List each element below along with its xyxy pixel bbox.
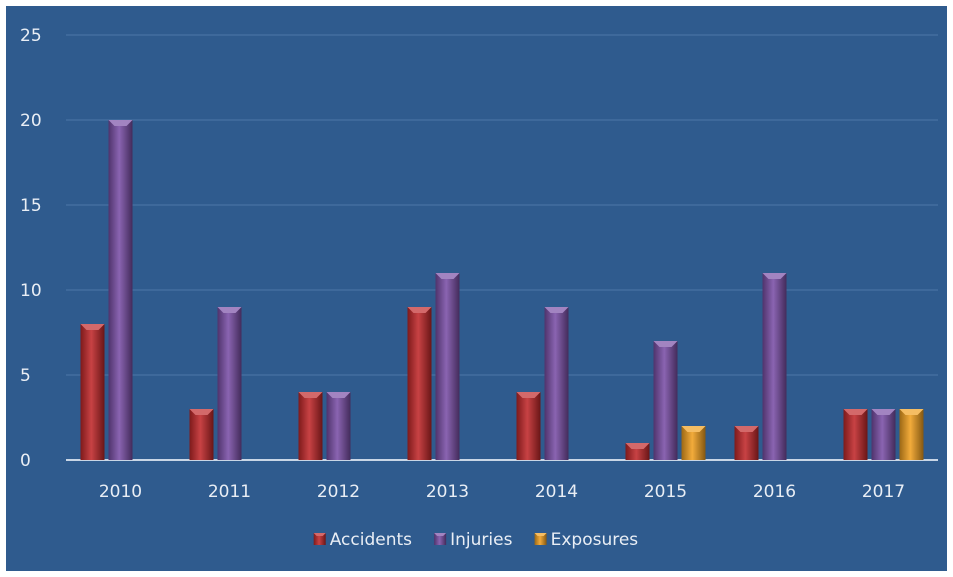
bar-top-cap (843, 409, 868, 415)
bar-body (298, 392, 323, 460)
bar-injuries-2010 (108, 120, 133, 460)
x-tick-label: 2017 (862, 482, 905, 502)
bar-top-cap (189, 409, 214, 415)
bar-body (407, 307, 432, 460)
bar-injuries-2011 (217, 307, 242, 460)
y-tick-label: 25 (20, 26, 42, 46)
bar-top-cap (734, 426, 759, 432)
legend-swatch-cap (434, 533, 447, 536)
legend-label: Injuries (450, 530, 512, 550)
y-tick-label: 10 (20, 281, 42, 301)
legend: Accidents Injuries Exposures (313, 530, 639, 550)
bar-accidents-2015 (625, 443, 650, 460)
legend-item-exposures: Exposures (534, 530, 639, 550)
bar-exposures-2015 (681, 426, 706, 460)
x-tick-label: 2015 (644, 482, 687, 502)
bar-body (189, 409, 214, 460)
bar-top-cap (298, 392, 323, 398)
bar-body (516, 392, 541, 460)
bars (80, 120, 924, 460)
bar-injuries-2016 (762, 273, 787, 460)
legend-swatch-cap (313, 533, 326, 536)
x-tick-label: 2013 (426, 482, 469, 502)
bar-body (435, 273, 460, 460)
bar-accidents-2017 (843, 409, 868, 460)
bar-injuries-2017 (871, 409, 896, 460)
legend-label: Exposures (551, 530, 639, 550)
x-tick-label: 2012 (317, 482, 360, 502)
x-axis-ticks: 2010 2011 2012 2013 2014 2015 2016 2017 (99, 482, 905, 502)
bar-body (326, 392, 351, 460)
bar-accidents-2011 (189, 409, 214, 460)
bar-top-cap (871, 409, 896, 415)
x-tick-label: 2014 (535, 482, 578, 502)
bar-top-cap (681, 426, 706, 432)
bar-body (80, 324, 105, 460)
bar-body (899, 409, 924, 460)
bar-top-cap (80, 324, 105, 330)
legend-swatch-cap (534, 533, 547, 536)
bar-top-cap (435, 273, 460, 279)
bar-accidents-2012 (298, 392, 323, 460)
x-tick-label: 2010 (99, 482, 142, 502)
bar-top-cap (108, 120, 133, 126)
bar-accidents-2010 (80, 324, 105, 460)
chart-panel: 0 5 10 15 20 25 2010 2011 2012 2013 2014 2015 2016 2… (6, 6, 947, 571)
bar-top-cap (653, 341, 678, 347)
y-tick-label: 15 (20, 196, 42, 216)
bar-body (762, 273, 787, 460)
grid-lines (66, 34, 938, 461)
bar-body (217, 307, 242, 460)
y-axis-ticks: 0 5 10 15 20 25 (20, 26, 42, 471)
bar-body (108, 120, 133, 460)
legend-label: Accidents (330, 530, 412, 550)
bar-top-cap (217, 307, 242, 313)
bar-body (653, 341, 678, 460)
bar-top-cap (326, 392, 351, 398)
bar-injuries-2015 (653, 341, 678, 460)
bar-injuries-2014 (544, 307, 569, 460)
bar-top-cap (899, 409, 924, 415)
bar-injuries-2013 (435, 273, 460, 460)
legend-item-injuries: Injuries (434, 530, 513, 550)
bar-body (843, 409, 868, 460)
bar-accidents-2016 (734, 426, 759, 460)
bar-accidents-2013 (407, 307, 432, 460)
y-tick-label: 20 (20, 111, 42, 131)
legend-item-accidents: Accidents (313, 530, 412, 550)
bar-top-cap (762, 273, 787, 279)
x-tick-label: 2011 (208, 482, 251, 502)
y-tick-label: 5 (20, 366, 31, 386)
bar-exposures-2017 (899, 409, 924, 460)
bar-accidents-2014 (516, 392, 541, 460)
y-tick-label: 0 (20, 451, 31, 471)
x-tick-label: 2016 (753, 482, 796, 502)
bar-top-cap (544, 307, 569, 313)
bar-top-cap (625, 443, 650, 449)
bar-body (871, 409, 896, 460)
bar-injuries-2012 (326, 392, 351, 460)
bar-body (544, 307, 569, 460)
bar-top-cap (516, 392, 541, 398)
bar-top-cap (407, 307, 432, 313)
